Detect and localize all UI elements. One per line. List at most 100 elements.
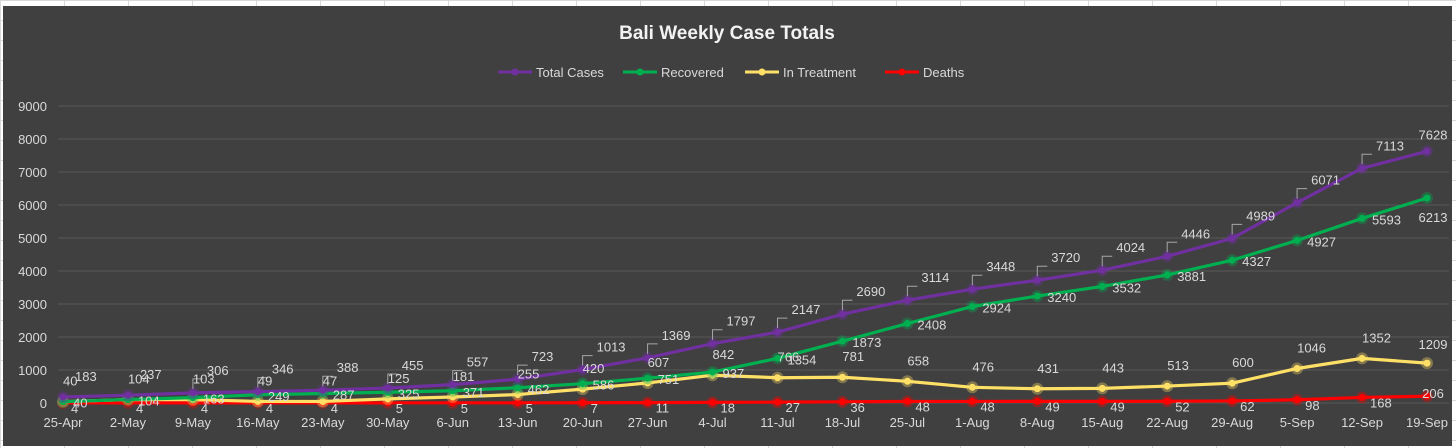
data-label: 48 [980,399,994,414]
leader-line [971,274,983,286]
data-point [1423,194,1431,202]
data-label: 723 [532,349,554,364]
y-tick-label: 1000 [18,363,47,378]
data-point [838,398,846,406]
data-point [384,384,392,392]
data-point [1358,393,1366,401]
data-label: 40 [63,374,77,389]
data-point [1228,397,1236,405]
data-label: 3881 [1177,269,1206,284]
data-label: 462 [528,382,550,397]
data-point [968,285,976,293]
x-tick-label: 15-Aug [1081,415,1123,430]
data-label: 371 [463,385,485,400]
data-point [1293,236,1301,244]
data-label: 163 [203,392,225,407]
legend-marker [511,68,519,76]
data-label: 36 [850,400,864,415]
data-label: 5 [396,401,403,416]
data-label: 5593 [1372,212,1401,227]
leader-line [452,370,463,381]
legend: Total Cases Recovered In Treatment Deaths [498,65,965,80]
x-tick-label: 5-Sep [1280,415,1315,430]
legend-marker [898,68,906,76]
y-tick-label: 4000 [18,264,47,279]
y-tick-label: 7000 [18,165,47,180]
data-label: 513 [1167,358,1189,373]
data-label: 3114 [921,270,949,285]
gridlines [58,105,1449,404]
data-label: 937 [723,366,745,381]
y-tick-label: 5000 [18,231,47,246]
data-label: 5 [461,401,468,416]
data-label: 607 [648,355,670,370]
leader-line [192,378,203,389]
leader-line [647,343,658,354]
data-point [1098,266,1106,274]
data-point [1228,234,1236,242]
data-label: 3448 [986,259,1015,274]
data-point [1293,199,1301,207]
series-total-cases [57,145,1433,403]
leader-line [906,285,918,297]
y-tick-label: 6000 [18,198,47,213]
data-point [968,383,976,391]
data-point [59,393,67,401]
data-label: 4 [201,401,208,416]
data-point [514,391,522,399]
legend-item-in-treatment: In Treatment [745,65,856,80]
data-label: 586 [593,378,615,393]
data-label: 27 [785,400,799,415]
data-label: 1046 [1297,340,1326,355]
data-label: 11 [656,401,670,416]
data-label: 4 [71,401,78,416]
leader-line [387,373,398,384]
x-tick-label: 22-Aug [1146,415,1188,430]
x-tick-label: 1-Aug [955,415,990,430]
leader-line [322,375,333,387]
data-point [1033,385,1041,393]
data-point [579,385,587,393]
data-label: 18 [721,400,735,415]
data-point [903,296,911,304]
data-point [773,354,781,362]
data-point [124,391,132,399]
leader-line [1036,265,1048,277]
data-label: 40 [73,396,87,411]
data-point [1293,364,1301,372]
data-point [903,377,911,385]
data-point [1358,214,1366,222]
x-tick-label: 25-Jul [890,415,926,430]
x-tick-label: 4-Jul [698,415,726,430]
data-point [709,340,717,348]
data-label: 7 [591,401,598,416]
data-point [1163,397,1171,405]
legend-item-deaths: Deaths [885,65,965,80]
leader-line [776,317,788,329]
data-label: 181 [453,369,475,384]
x-tick-label: 9-May [175,415,212,430]
x-tick-label: 8-Aug [1020,415,1055,430]
data-point [1033,397,1041,405]
data-point [449,387,457,395]
x-tick-label: 25-Apr [43,415,83,430]
data-label: 1352 [1362,330,1391,345]
data-point [384,395,392,403]
data-label: 766 [777,350,799,365]
chart-area[interactable]: Bali Weekly Case Totals Total Cases Recov… [3,6,1452,446]
data-label: 287 [333,388,355,403]
data-label: 206 [1422,386,1444,401]
data-point [773,398,781,406]
data-point [709,398,717,406]
data-label: 325 [398,386,420,401]
data-point [514,375,522,383]
series-line [61,149,1429,399]
data-point [1033,276,1041,284]
data-point [838,373,846,381]
data-label: 4327 [1242,254,1271,269]
leader-line [1101,255,1113,267]
data-point [254,388,262,396]
data-point [644,399,652,407]
data-point [449,399,457,407]
data-label: 4 [136,401,143,416]
